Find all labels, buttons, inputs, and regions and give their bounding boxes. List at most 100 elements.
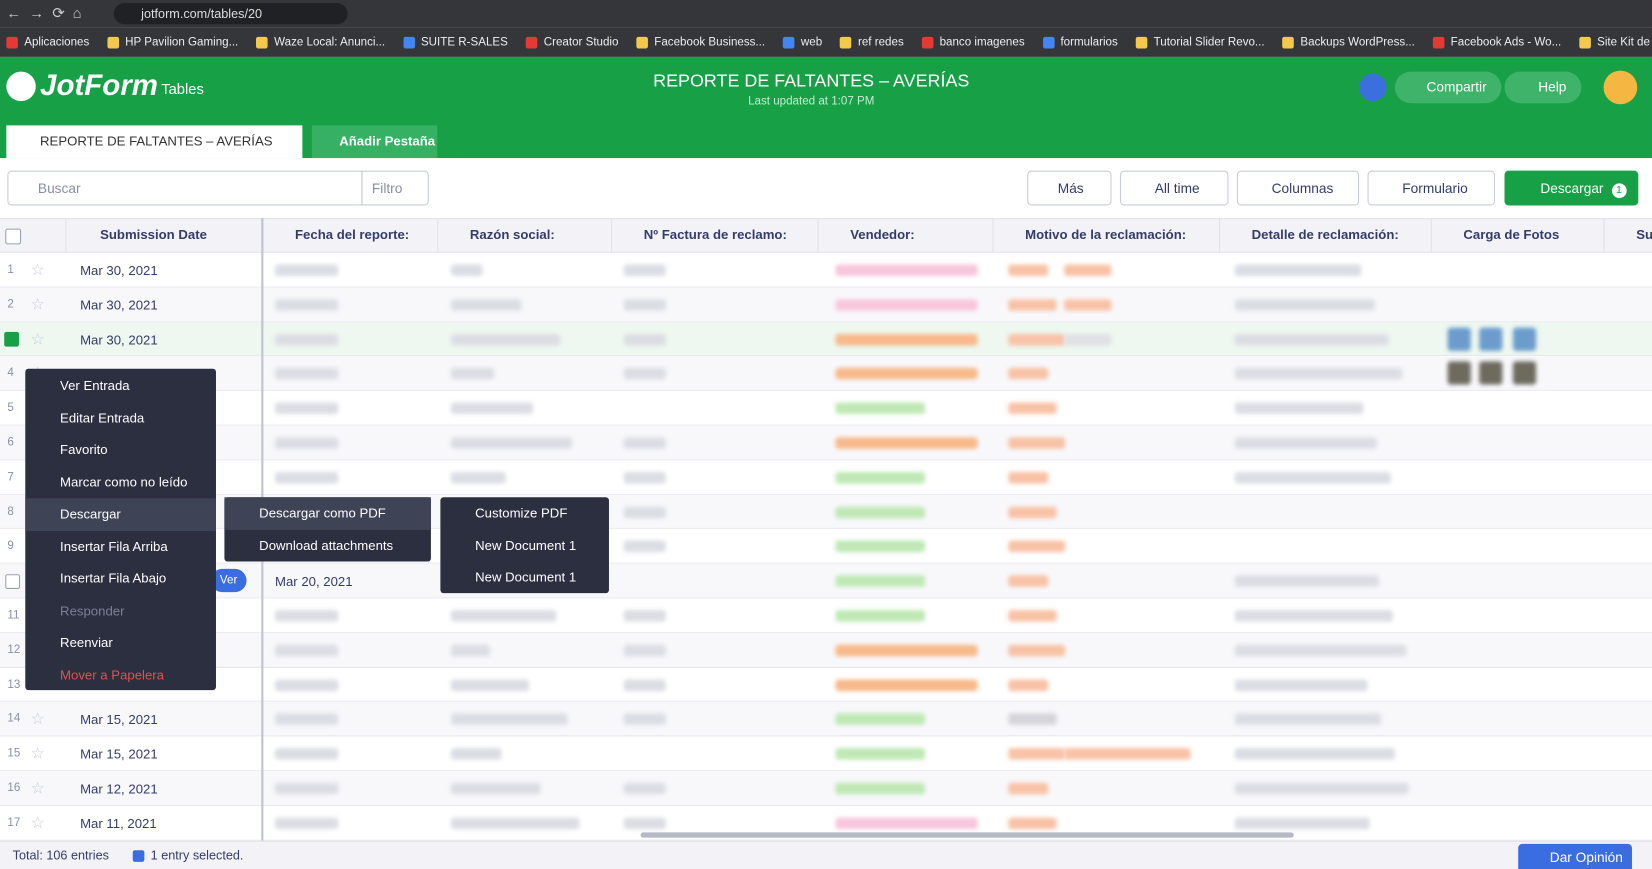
bookmark[interactable]: HP Pavilion Gaming...: [107, 27, 238, 56]
menu-item[interactable]: Customize PDF: [440, 497, 609, 529]
logo[interactable]: JotForm: [40, 68, 159, 102]
bookmark[interactable]: web: [783, 27, 822, 56]
bookmark-label: Facebook Business...: [654, 35, 766, 49]
menu-item[interactable]: Descargar como PDF: [224, 497, 431, 530]
filter-button[interactable]: Filtro: [361, 170, 429, 206]
column-header[interactable]: Nº Factura de reclamo:: [611, 219, 817, 252]
download-button[interactable]: Descargar 1: [1504, 170, 1639, 206]
column-header[interactable]: Carga de Fotos: [1430, 219, 1604, 252]
blurred-cell: [274, 368, 339, 380]
bookmark-label: Creator Studio: [543, 35, 619, 49]
bookmark[interactable]: Facebook Ads - Wo...: [1432, 27, 1561, 56]
column-header[interactable]: Detalle de reclamación:: [1218, 219, 1431, 252]
menu-item[interactable]: Insertar Fila Arriba: [25, 530, 216, 562]
table-row[interactable]: 3☆Mar 30, 2021: [0, 321, 1652, 357]
star[interactable]: ☆: [30, 710, 45, 729]
search-input[interactable]: Buscar: [7, 170, 363, 206]
star[interactable]: ☆: [30, 261, 45, 280]
column-header[interactable]: Vendedor:: [817, 219, 993, 252]
table-row[interactable]: 15 ☆ Mar 15, 2021: [0, 736, 1652, 772]
bookmark[interactable]: Aplicaciones: [6, 27, 89, 56]
tables-menu[interactable]: Tables: [161, 80, 204, 97]
column-header[interactable]: Su: [1603, 219, 1652, 252]
column-header-label: Razón social:: [469, 227, 555, 243]
table-row[interactable]: 5☆: [0, 391, 1652, 426]
blurred-cell: [274, 713, 339, 726]
table-row[interactable]: 1 ☆ Mar 30, 2021: [0, 252, 1652, 288]
star[interactable]: ☆: [30, 330, 45, 349]
column-header[interactable]: Fecha del reporte:: [262, 219, 437, 252]
menu-item[interactable]: Mover a Papelera: [25, 659, 216, 691]
menu-label: New Document 1: [475, 569, 577, 585]
blurred-cell: [274, 679, 339, 691]
menu-item[interactable]: Insertar Fila Abajo: [25, 563, 216, 595]
bookmark[interactable]: formularios: [1042, 27, 1118, 56]
row-checkbox[interactable]: [5, 574, 21, 590]
columns-button[interactable]: Columnas: [1236, 170, 1360, 206]
add-tab[interactable]: Añadir Pestaña: [311, 125, 438, 159]
star[interactable]: ☆: [30, 295, 45, 314]
table-row[interactable]: 2 ☆ Mar 30, 2021: [0, 287, 1652, 322]
feedback-button[interactable]: Dar Opinión: [1518, 843, 1632, 869]
bookmark[interactable]: SUITE R-SALES: [403, 27, 508, 56]
menu-label: Ver Entrada: [60, 378, 130, 393]
table-row[interactable]: 12☆: [0, 632, 1652, 668]
menu-item[interactable]: Download attachments: [224, 529, 430, 561]
menu-item[interactable]: New Document 1: [440, 529, 609, 561]
star[interactable]: ☆: [30, 745, 45, 763]
column-header[interactable]: Motivo de la reclamación:: [992, 219, 1219, 252]
h-scrollbar[interactable]: [640, 832, 1294, 838]
bookmark[interactable]: Tutorial Slider Revo...: [1135, 27, 1265, 56]
bookmark[interactable]: Backups WordPress...: [1282, 27, 1415, 56]
view-button[interactable]: Ver: [210, 569, 247, 593]
bookmark[interactable]: ref redes: [840, 27, 904, 56]
selected-entries: 1 entry selected.: [132, 848, 243, 863]
table-row[interactable]: 13☆: [0, 667, 1652, 703]
bookmark[interactable]: Waze Local: Anunci...: [256, 27, 385, 56]
menu-item[interactable]: Reenviar: [25, 627, 216, 659]
star[interactable]: ☆: [30, 779, 45, 798]
menu-item[interactable]: Marcar como no leído: [25, 466, 216, 498]
url-bar[interactable]: jotform.com/tables/20: [113, 3, 348, 25]
table-row[interactable]: 14 ☆ Mar 15, 2021: [0, 702, 1652, 737]
row-checkbox[interactable]: [4, 331, 19, 347]
table-row[interactable]: 7☆: [0, 460, 1652, 495]
bookmark[interactable]: banco imagenes: [921, 27, 1025, 56]
blurred-cell: [623, 610, 666, 622]
bookmark[interactable]: Site Kit de Google...: [1579, 27, 1652, 56]
help-button[interactable]: Help: [1504, 71, 1582, 104]
bookmarks-bar: Aplicaciones HP Pavilion Gaming... Waze Lo…: [0, 27, 1652, 57]
blurred-cell: [1008, 679, 1049, 691]
time-button[interactable]: All time: [1119, 170, 1229, 206]
bookmark-label: Tutorial Slider Revo...: [1153, 35, 1265, 49]
bookmark[interactable]: Facebook Business...: [636, 27, 765, 56]
bookmark-icon: [1282, 36, 1295, 49]
table-row[interactable]: 16 ☆ Mar 12, 2021: [0, 771, 1652, 806]
blurred-cell: [450, 333, 561, 346]
menu-item[interactable]: Editar Entrada: [25, 402, 216, 434]
menu-item[interactable]: Favorito: [25, 434, 216, 466]
badge-icon[interactable]: [1359, 73, 1387, 102]
column-header[interactable]: Submission Date: [65, 219, 262, 252]
menu-item[interactable]: Ver Entrada: [25, 370, 216, 402]
more-button[interactable]: Más: [1027, 170, 1112, 206]
table-row[interactable]: 4☆: [0, 356, 1652, 392]
select-all-checkbox[interactable]: [5, 228, 22, 245]
menu-item[interactable]: New Document 1: [440, 562, 609, 594]
avatar[interactable]: [1603, 70, 1638, 105]
bookmark-icon: [107, 36, 119, 49]
star[interactable]: ☆: [30, 814, 45, 833]
bookmark[interactable]: Creator Studio: [525, 27, 619, 56]
nav-icons[interactable]: ← → ⟳ ⌂: [6, 4, 82, 22]
active-tab[interactable]: REPORTE DE FALTANTES – AVERÍAS: [6, 125, 303, 159]
blurred-cell: [623, 333, 666, 346]
menu-item[interactable]: Descargar: [25, 498, 216, 531]
column-header[interactable]: Razón social:: [437, 219, 611, 252]
bookmark-label: Site Kit de Google...: [1597, 35, 1652, 49]
table-row[interactable]: 11☆: [0, 598, 1652, 633]
form-button[interactable]: Formulario: [1367, 170, 1496, 206]
share-button[interactable]: Compartir: [1394, 71, 1502, 104]
table-row[interactable]: 6☆: [0, 425, 1652, 461]
bookmark-label: Waze Local: Anunci...: [274, 35, 386, 49]
